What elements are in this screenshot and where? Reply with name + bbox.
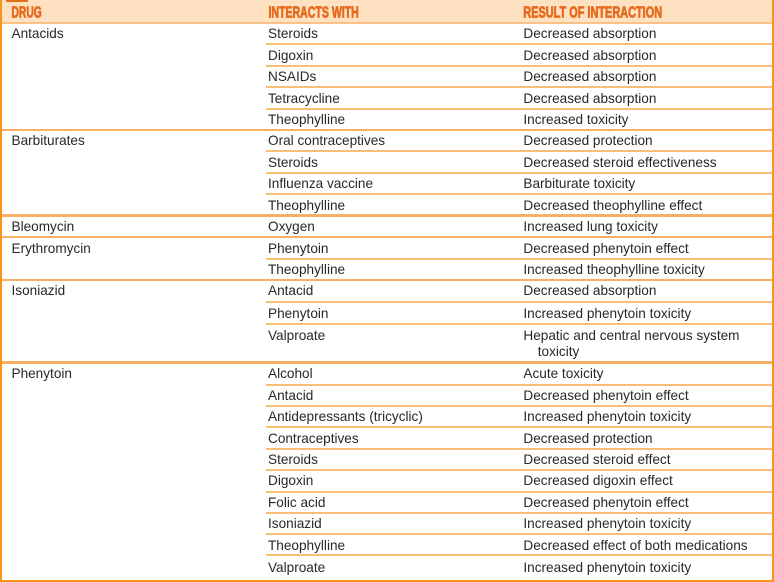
svg-text:RESULT OF INTERACTION: RESULT OF INTERACTION bbox=[523, 5, 662, 22]
svg-text:INTERACTS WITH: INTERACTS WITH bbox=[269, 5, 359, 22]
svg-text:DRUG: DRUG bbox=[12, 5, 42, 22]
